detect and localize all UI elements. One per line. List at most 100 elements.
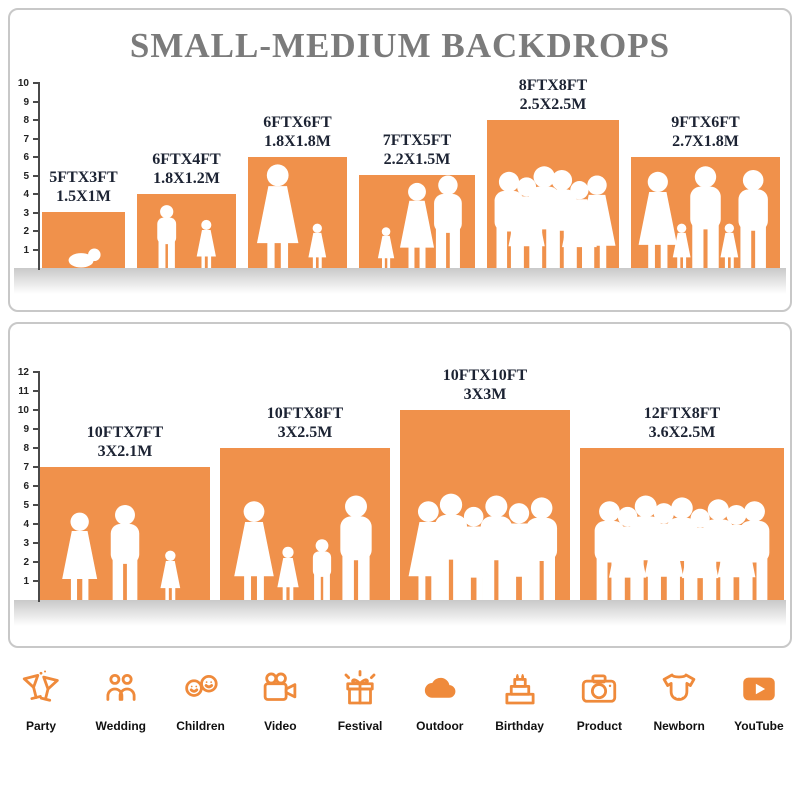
bar-size-m: 2.5X2.5M <box>519 95 587 113</box>
backdrop-bar <box>487 120 619 268</box>
ruler-number: 10 <box>17 405 29 416</box>
ground-shadow <box>14 268 786 294</box>
people-silhouettes <box>256 164 327 268</box>
ruler-number: 5 <box>23 500 29 511</box>
newborn-onesie-icon <box>662 673 696 701</box>
ruler-tick <box>33 390 40 392</box>
people-silhouettes <box>377 175 462 268</box>
bar-size-ft: 6FTX6FT <box>263 114 332 132</box>
ground-shadow <box>14 600 786 626</box>
bar-size-m: 2.7X1.8M <box>672 132 739 150</box>
backdrop-bar <box>40 467 210 600</box>
bar-size-label: 6FTX6FT 1.8X1.8M <box>263 114 331 151</box>
bar-size-ft: 8FTX8FT <box>518 77 588 95</box>
ruler-number: 9 <box>23 424 29 435</box>
backdrop-bar-group: 10FTX8FT 3X2.5M <box>220 405 390 600</box>
ruler-tick <box>33 580 40 582</box>
bar-size-m: 3X2.1M <box>97 442 153 460</box>
people-silhouettes <box>157 205 216 268</box>
backdrop-bars-row-bottom: 10FTX7FT 3X2.1M 10FTX8FT 3X2.5M 10FTX10FT 3X3… <box>40 367 784 600</box>
category-festival: Festival <box>331 668 389 733</box>
ruler-number: 2 <box>23 557 29 568</box>
video-camera-icon <box>264 672 297 701</box>
ruler-tick <box>33 174 40 177</box>
ruler-number: 9 <box>23 96 29 108</box>
category-youtube: YouTube <box>730 668 788 733</box>
category-label: Party <box>25 719 57 733</box>
ruler-number: 5 <box>23 170 29 182</box>
ruler-number: 7 <box>23 462 29 473</box>
bar-size-label: 10FTX7FT 3X2.1M <box>87 424 163 461</box>
bar-size-label: 7FTX5FT 2.2X1.5M <box>383 132 451 169</box>
ruler-tick <box>33 248 40 251</box>
bar-size-label: 8FTX8FT 2.5X2.5M <box>519 77 587 114</box>
backdrop-bar <box>631 157 780 268</box>
ruler-number: 12 <box>17 367 29 378</box>
bar-size-m: 2.2X1.5M <box>383 150 451 168</box>
ruler-tick <box>33 523 40 525</box>
ruler-tick <box>33 156 40 158</box>
bar-size-label: 6FTX4FT 1.8X1.2M <box>152 151 220 188</box>
ruler-number: 2 <box>23 226 29 237</box>
ruler-number: 4 <box>23 189 29 200</box>
ruler-tick <box>33 100 40 103</box>
panel-medium-backdrops: 1 2 3 4 5 6 7 8 9 10 11 12 10FTX7FT 3X2.1M 10FTX8FT 3X… <box>8 322 792 648</box>
children-faces-icon <box>184 675 218 697</box>
bar-size-label: 9FTX6FT 2.7X1.8M <box>671 114 739 151</box>
category-birthday: Birthday <box>491 668 549 733</box>
people-silhouettes <box>494 166 616 268</box>
category-label: Festival <box>337 719 383 733</box>
ruler-tick <box>33 542 40 544</box>
bar-size-m: 1.8X1.8M <box>264 132 331 150</box>
category-label: Video <box>264 719 297 733</box>
people-silhouettes <box>234 495 372 600</box>
backdrop-bar <box>42 212 125 268</box>
ruler-number: 8 <box>23 443 29 454</box>
backdrop-bar-group: 5FTX3FT 1.5X1M <box>42 169 125 268</box>
ruler-number: 7 <box>23 133 29 145</box>
backdrop-bar <box>220 448 390 600</box>
category-video: Video <box>251 668 309 733</box>
bar-size-ft: 6FTX4FT <box>152 151 221 169</box>
people-silhouettes <box>408 493 558 600</box>
category-label: Birthday <box>495 719 544 733</box>
ruler-number: 6 <box>23 481 29 492</box>
page-title: SMALL-MEDIUM BACKDROPS <box>129 26 671 65</box>
category-label: YouTube <box>734 719 784 733</box>
ruler-number: 11 <box>18 386 29 397</box>
bar-size-ft: 10FTX8FT <box>266 405 344 423</box>
category-icon-row: Party Wedding Children Video Festiva <box>12 668 788 733</box>
ruler-tick <box>33 409 40 411</box>
youtube-play-icon <box>743 677 775 701</box>
bar-size-label: 5FTX3FT 1.5X1M <box>49 169 117 206</box>
backdrop-bars-row-top: 5FTX3FT 1.5X1M 6FTX4FT 1.8X1.2M 6FTX6FT 1.8X1… <box>42 77 780 268</box>
bar-size-ft: 12FTX8FT <box>643 405 721 423</box>
bar-size-m: 3.6X2.5M <box>648 423 716 441</box>
category-label: Newborn <box>653 719 705 733</box>
bar-size-ft: 7FTX5FT <box>382 132 452 150</box>
panel-small-backdrops: SMALL-MEDIUM BACKDROPS 1 2 3 4 5 6 7 8 9 10 5FTX3… <box>8 8 792 312</box>
category-label: Product <box>576 719 623 733</box>
backdrop-bar-group: 9FTX6FT 2.7X1.8M <box>631 114 780 268</box>
ruler-tick <box>33 82 40 84</box>
bar-size-label: 10FTX10FT 3X3M <box>443 367 527 404</box>
bar-size-m: 3X2.5M <box>277 423 333 441</box>
bar-size-m: 1.8X1.2M <box>153 169 220 187</box>
ruler-number: 4 <box>23 519 29 530</box>
ruler-number: 8 <box>23 115 29 126</box>
category-product: Product <box>570 668 628 733</box>
category-label: Outdoor <box>416 719 464 733</box>
ruler-number: 1 <box>23 576 29 587</box>
ruler-tick <box>33 466 40 468</box>
backdrop-bar-group: 7FTX5FT 2.2X1.5M <box>359 132 475 268</box>
category-label: Wedding <box>95 719 146 733</box>
ruler-number: 6 <box>23 152 29 163</box>
backdrop-bar-group: 6FTX4FT 1.8X1.2M <box>137 151 236 268</box>
backdrop-bar <box>580 448 784 600</box>
bar-size-label: 10FTX8FT 3X2.5M <box>267 405 343 442</box>
category-children: Children <box>172 668 230 733</box>
bar-size-label: 12FTX8FT 3.6X2.5M <box>644 405 720 442</box>
category-party: Party <box>12 668 70 733</box>
ruler-number: 3 <box>23 207 29 219</box>
people-silhouettes <box>594 495 770 600</box>
